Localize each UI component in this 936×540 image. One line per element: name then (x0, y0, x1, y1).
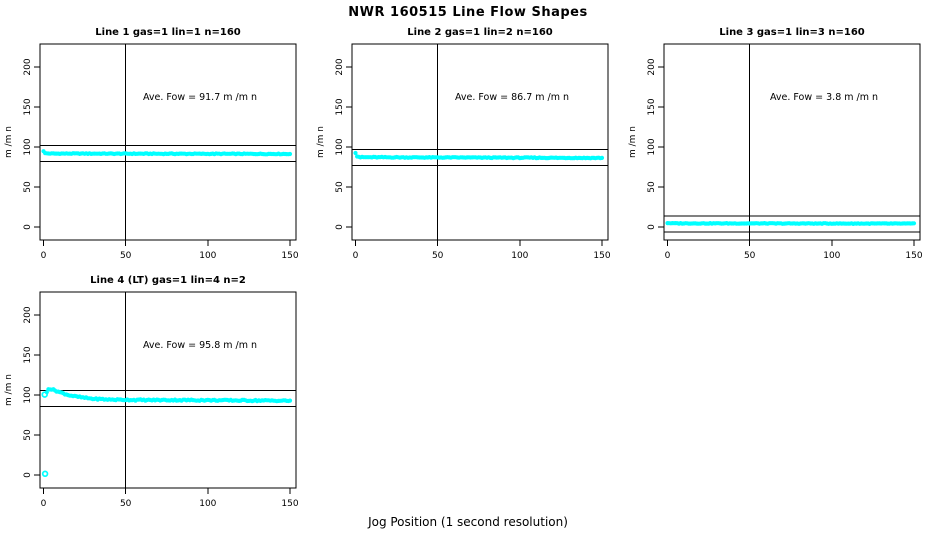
svg-text:150: 150 (335, 98, 345, 115)
svg-text:50: 50 (647, 181, 657, 193)
svg-text:m /m n: m /m n (4, 126, 14, 158)
subplot-line-2: Line 2 gas=1 lin=2 n=160 0 50 100 150 200 m /m… (316, 27, 611, 261)
svg-text:150: 150 (647, 98, 657, 115)
svg-text:50: 50 (335, 181, 345, 193)
svg-text:150: 150 (23, 98, 33, 115)
svg-text:100: 100 (511, 251, 528, 261)
svg-text:0: 0 (647, 224, 657, 230)
svg-text:Ave. Fow = 3.8 m /m n: Ave. Fow = 3.8 m /m n (770, 92, 878, 103)
x-axis-main-label: Jog Position (1 second resolution) (368, 515, 568, 529)
subplot-line-1: Line 1 gas=1 lin=1 n=160 0 50 100 150 200 m /m… (4, 27, 299, 261)
svg-text:200: 200 (647, 58, 657, 75)
svg-text:50: 50 (120, 499, 132, 509)
svg-text:200: 200 (335, 58, 345, 75)
svg-text:100: 100 (199, 499, 216, 509)
svg-text:150: 150 (593, 251, 610, 261)
svg-text:150: 150 (281, 499, 298, 509)
svg-text:50: 50 (23, 181, 33, 193)
svg-text:100: 100 (23, 386, 33, 403)
svg-text:Ave. Fow = 91.7 m /m n: Ave. Fow = 91.7 m /m n (143, 92, 257, 103)
svg-text:m /m n: m /m n (628, 126, 638, 158)
svg-text:m /m n: m /m n (316, 126, 326, 158)
svg-text:50: 50 (23, 429, 33, 441)
svg-text:Ave. Fow = 86.7 m /m n: Ave. Fow = 86.7 m /m n (455, 92, 569, 103)
svg-text:Line 3 gas=1 lin=3 n=160: Line 3 gas=1 lin=3 n=160 (719, 27, 865, 38)
svg-text:50: 50 (744, 251, 756, 261)
svg-text:0: 0 (41, 499, 47, 509)
svg-text:0: 0 (41, 251, 47, 261)
svg-text:0: 0 (665, 251, 671, 261)
svg-text:100: 100 (199, 251, 216, 261)
svg-text:50: 50 (120, 251, 132, 261)
svg-text:Line 4 (LT) gas=1 lin=4 n=2: Line 4 (LT) gas=1 lin=4 n=2 (90, 275, 246, 286)
svg-text:0: 0 (23, 472, 33, 478)
svg-text:100: 100 (647, 138, 657, 155)
svg-text:100: 100 (335, 138, 345, 155)
svg-text:0: 0 (353, 251, 359, 261)
svg-text:Line 2 gas=1 lin=2 n=160: Line 2 gas=1 lin=2 n=160 (407, 27, 553, 38)
svg-text:0: 0 (23, 224, 33, 230)
main-title: NWR 160515 Line Flow Shapes (348, 5, 588, 20)
svg-text:50: 50 (432, 251, 444, 261)
svg-text:150: 150 (281, 251, 298, 261)
svg-text:200: 200 (23, 58, 33, 75)
svg-text:m /m n: m /m n (4, 374, 14, 406)
svg-text:Ave. Fow = 95.8 m /m n: Ave. Fow = 95.8 m /m n (143, 340, 257, 351)
svg-text:150: 150 (905, 251, 922, 261)
svg-text:Line 1 gas=1 lin=1 n=160: Line 1 gas=1 lin=1 n=160 (95, 27, 241, 38)
svg-text:150: 150 (23, 346, 33, 363)
svg-text:0: 0 (335, 224, 345, 230)
subplot-line-3: Line 3 gas=1 lin=3 n=160 0 50 100 150 200 m /m… (628, 27, 923, 261)
svg-text:200: 200 (23, 306, 33, 323)
subplot-line-4: Line 4 (LT) gas=1 lin=4 n=2 0 50 100 150 200 m… (4, 275, 299, 509)
svg-text:100: 100 (23, 138, 33, 155)
svg-text:100: 100 (823, 251, 840, 261)
